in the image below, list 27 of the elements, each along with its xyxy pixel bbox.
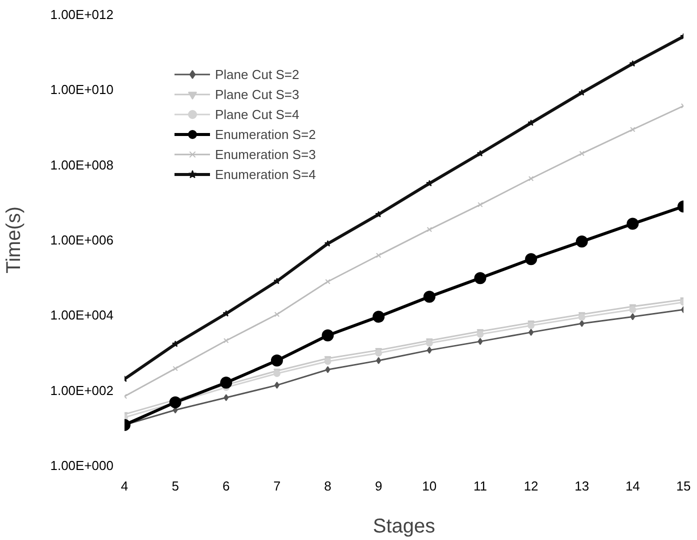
x-tick-label: 11	[473, 478, 487, 494]
x-tick-label: 4	[120, 478, 128, 494]
x-tick-label: 15	[676, 478, 691, 494]
y-axis-title: Time(s)	[3, 206, 26, 274]
x-tick-label: 7	[273, 478, 281, 494]
x-tick-label: 5	[172, 478, 179, 494]
legend-label: Enumeration S=4	[215, 166, 316, 182]
x-tick-label: 10	[422, 478, 437, 494]
legend-label: Plane Cut S=2	[215, 66, 300, 82]
x-tick-label: 13	[574, 478, 590, 494]
y-tick-label: 1.00E+010	[50, 82, 114, 98]
x-tick-label: 14	[625, 478, 640, 494]
y-tick-label: 1.00E+012	[50, 7, 114, 22]
y-tick-label: 1.00E+002	[50, 382, 114, 398]
y-tick-label: 1.00E+004	[50, 308, 114, 323]
x-tick-label: 8	[324, 478, 332, 494]
x-axis-title: Stages	[372, 516, 436, 538]
legend-label: Plane Cut S=3	[215, 86, 300, 102]
legend-label: Enumeration S=3	[215, 146, 316, 162]
y-tick-label: 1.00E+008	[50, 157, 114, 172]
y-tick-label: 1.00E+006	[50, 232, 114, 248]
y-tick-label: 1.00E+000	[50, 458, 114, 473]
legend-label: Enumeration S=2	[215, 126, 316, 142]
x-tick-label: 12	[524, 478, 538, 494]
x-tick-label: 6	[222, 478, 230, 494]
x-tick-label: 9	[374, 478, 382, 494]
legend-label: Plane Cut S=4	[215, 106, 300, 122]
